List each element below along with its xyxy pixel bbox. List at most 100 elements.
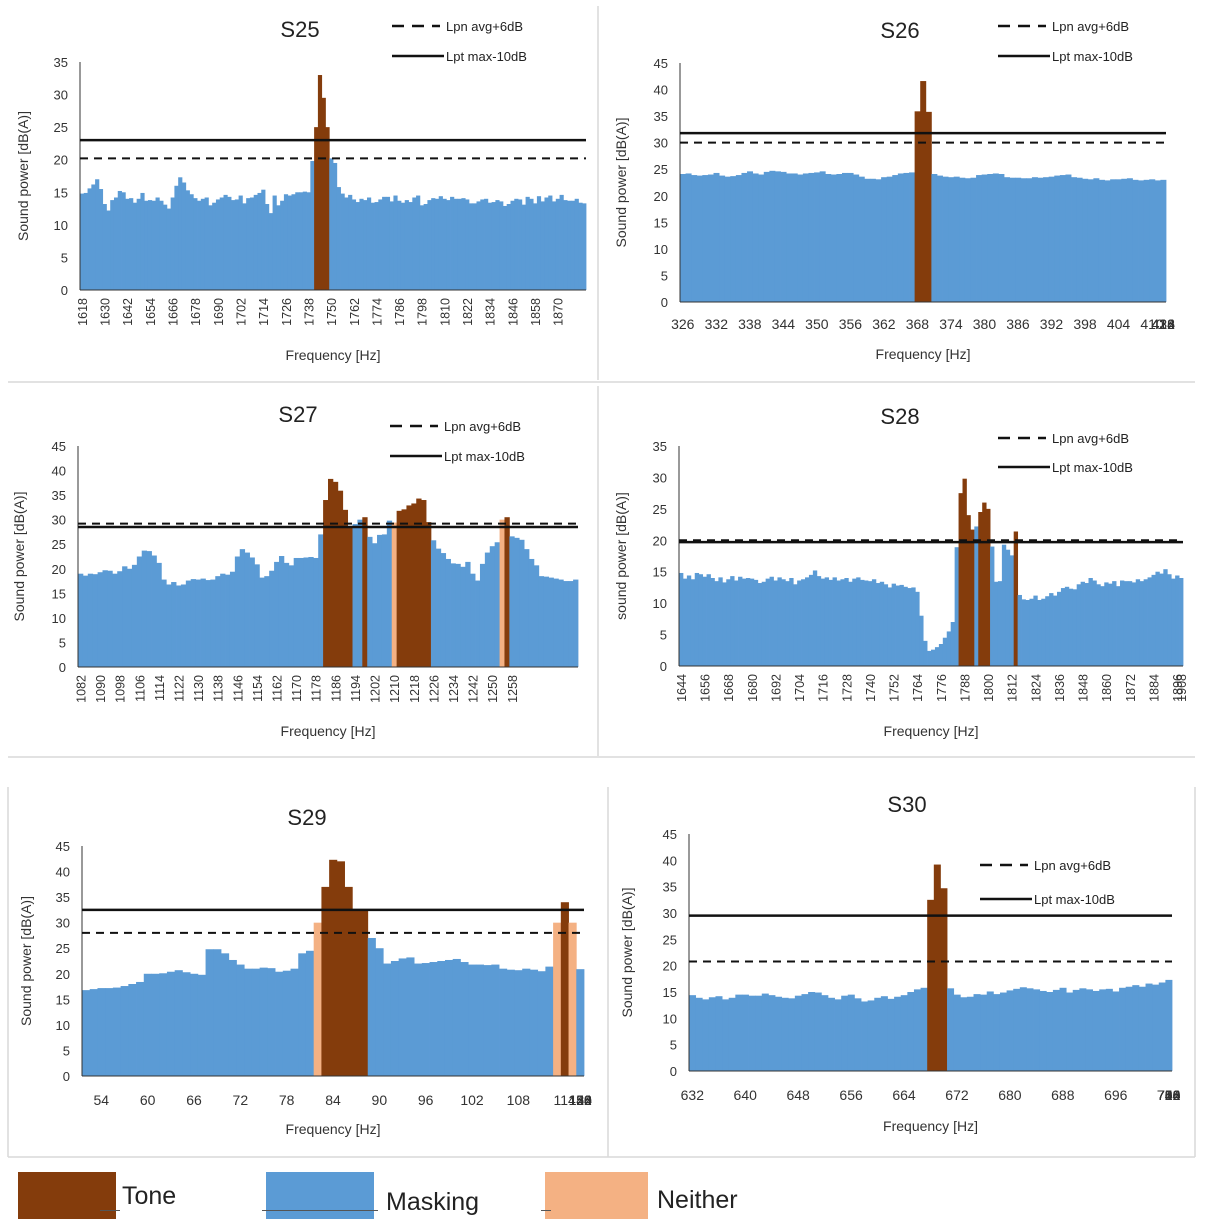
bar-masking (156, 562, 162, 667)
y-tick-label: 40 (52, 464, 66, 479)
y-tick-label: 25 (54, 120, 68, 135)
bar-masking (1045, 596, 1050, 666)
bar-masking (272, 195, 277, 290)
bar-masking (340, 193, 345, 290)
bar-masking (484, 198, 489, 290)
bar-masking (1021, 599, 1026, 666)
bar-masking (249, 197, 255, 290)
y-tick-label: 0 (61, 283, 68, 298)
bar-masking (355, 202, 360, 290)
bar-masking (122, 566, 128, 667)
bar-masking (302, 191, 307, 290)
x-tick-label: 680 (998, 1087, 1022, 1103)
bar-masking (793, 584, 798, 666)
y-tick-label: 35 (663, 880, 677, 895)
bar-masking (89, 989, 98, 1076)
bar-masking (389, 201, 394, 290)
bar-masking (786, 173, 793, 302)
bar-masking (117, 190, 122, 290)
bar-masking (942, 176, 949, 302)
bar-masking (313, 557, 319, 667)
y-tick-label: 45 (52, 439, 66, 454)
bar-masking (227, 196, 232, 290)
bar-masking (1108, 583, 1113, 666)
bar-masking (215, 199, 221, 290)
bar-masking (489, 546, 496, 667)
bar-masking (801, 579, 806, 666)
bar-masking (970, 177, 977, 302)
bar-masking (483, 965, 492, 1076)
bar-masking (494, 542, 500, 667)
bar-masking (82, 575, 89, 667)
bar-masking (276, 205, 281, 290)
x-tick-label: 1618 (76, 298, 90, 326)
chart-s27: S27 0 5 10 15 20 25 30 35 40 45 Sound power [dB(A)]… (11, 402, 579, 739)
legend-label-solid: Lpt max-10dB (1052, 49, 1133, 64)
x-tick-label: 126 (568, 1092, 592, 1108)
bar-masking (419, 205, 425, 290)
bar-tone (336, 861, 345, 1076)
bar-masking (1096, 584, 1101, 666)
bar-tone (411, 503, 417, 667)
bar-masking (848, 581, 853, 666)
x-tick-label: 1740 (864, 674, 878, 702)
bar-masking (735, 994, 743, 1071)
bar-masking (936, 175, 943, 302)
bar-masking (310, 161, 315, 290)
bar-masking (915, 591, 920, 666)
bar-masking (450, 563, 456, 667)
bar-masking (465, 561, 471, 667)
bar-masking (1104, 180, 1111, 302)
bar-masking (265, 204, 270, 290)
x-tick-label: 1630 (99, 298, 113, 326)
bar-masking (1059, 987, 1067, 1071)
x-tick-label: 1678 (189, 298, 203, 326)
bar-masking (797, 174, 804, 302)
bar-masking (229, 571, 236, 667)
bar-masking (819, 171, 826, 302)
bar-tone (986, 508, 991, 666)
y-tick-label: 30 (663, 906, 677, 921)
bar-masking (563, 581, 569, 667)
y-tick-label: 5 (660, 628, 667, 643)
x-tick-label: 1154 (251, 675, 265, 702)
bar-masking (225, 574, 231, 667)
bar-masking (238, 195, 243, 290)
bar-masking (468, 964, 477, 1076)
x-tick-label: 350 (805, 316, 829, 332)
x-tick-label: 672 (945, 1087, 969, 1103)
x-tick-label: 712 (1157, 1087, 1181, 1103)
bar-masking (1066, 992, 1074, 1071)
bar-masking (359, 198, 364, 290)
legend-label-masking: Masking (386, 1188, 480, 1216)
y-tick-label: 15 (663, 985, 677, 1000)
x-tick-label: 114 (554, 1092, 577, 1108)
y-tick-label: 0 (661, 295, 668, 310)
bar-masking (533, 565, 540, 667)
bar-masking (208, 205, 213, 290)
bar-masking (780, 171, 787, 302)
x-tick-label: 428 (1152, 316, 1176, 332)
x-tick-label: 736 (1157, 1087, 1181, 1103)
bar-masking (519, 539, 525, 667)
y-tick-label: 20 (653, 533, 667, 548)
y-tick-label: 20 (52, 562, 66, 577)
bar-masking (333, 162, 338, 290)
bar-masking (129, 198, 134, 290)
bar-masking (514, 537, 520, 667)
bar-masking (244, 968, 253, 1076)
x-tick-label: 1800 (982, 674, 996, 702)
legend-label-solid: Lpt max-10dB (446, 49, 527, 64)
y-tick-label: 40 (654, 83, 668, 98)
bar-masking (106, 210, 111, 290)
bar-masking (994, 581, 999, 666)
bar-masking (404, 200, 409, 290)
bar-masking (1084, 583, 1089, 666)
x-tick-label: 1170 (290, 675, 304, 702)
bar-masking (722, 582, 727, 666)
bar-masking (397, 200, 402, 290)
bar-masking (852, 578, 857, 666)
x-axis-label: Frequency [Hz] (286, 347, 381, 363)
y-tick-label: 20 (663, 959, 677, 974)
x-tick-label: 1704 (793, 674, 807, 702)
